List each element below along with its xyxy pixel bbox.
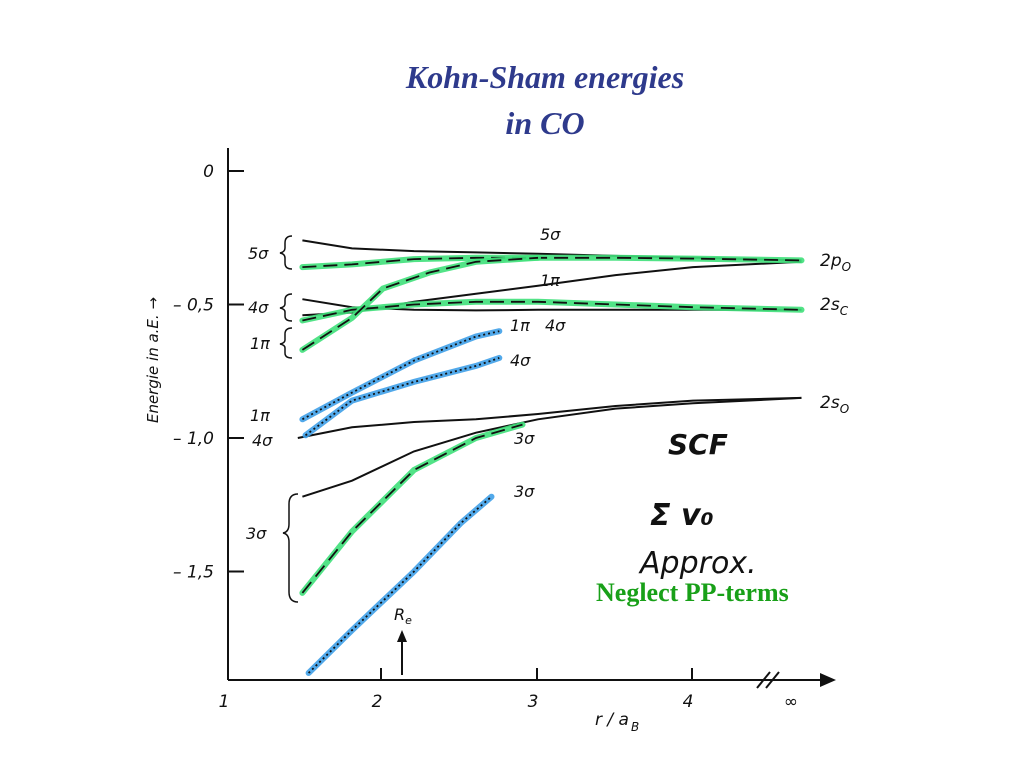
neglect-pp-terms-note: Neglect PP-terms [596,578,789,607]
left-orbital-label: 1π [250,406,270,425]
y-tick-label: – 0,5 [173,296,214,316]
brace-5s [279,235,293,270]
mid-orbital-label: 1π [540,271,560,290]
chart-title-line1: Kohn-Sham energies [405,59,685,95]
x-tick-label: 1 [219,692,230,712]
series-group [297,239,805,676]
y-axis-label: Energie in a.E. → [144,297,162,423]
y-ticks: 0 – 0,5 – 1,0 – 1,5 Energie in a.E. → [144,162,244,583]
x-tick-label: ∞ [784,692,798,712]
orbital-labels: 5σ 4σ 1π 1π 4σ 3σ 2pO 2sC 2sO 5σ 1π 1π 4σ 4σ 3σ 3σ SCF Σ … [246,225,851,581]
y-tick-label: – 1,0 [173,429,214,449]
legend-sum-v0: Σ v₀ [650,498,714,533]
right-orbital-label: 2pO [820,251,851,274]
re-arrow-head [397,630,407,642]
series-approx-line-8 [301,423,523,594]
series-sumv0-line-11 [307,496,493,674]
left-orbital-label: 3σ [246,524,267,543]
legend-scf: SCF [668,428,728,461]
mid-orbital-label: 3σ [514,482,535,501]
series-approx-band-8 [299,421,526,596]
y-tick-label: 0 [203,162,214,182]
legend-approx: Approx. [638,546,757,581]
left-orbital-label: 4σ [252,431,273,450]
re-marker: Re [394,605,412,675]
mid-orbital-label: 4σ [545,316,566,335]
series-sumv0-band-11 [305,493,495,676]
mid-orbital-label: 1π [510,316,530,335]
left-orbital-label: 1π [250,334,270,353]
series-sumv0-line-10 [304,357,500,437]
series-sumv0-line-9 [301,330,500,421]
brace-1p [279,327,293,359]
axis-break-1 [756,671,771,689]
x-axis-label: r / a [595,710,629,730]
re-label: Re [394,605,412,627]
mid-orbital-label: 4σ [510,351,531,370]
brace-4s [279,293,293,322]
y-tick-label: – 1,5 [173,563,214,583]
mid-orbital-label: 5σ [540,225,561,244]
brace-3s [282,493,299,603]
right-orbital-label: 2sO [820,393,849,416]
x-tick-label: 2 [372,692,383,712]
x-axis-label-sub: B [631,720,639,734]
x-axis-arrow [820,673,836,687]
series-scf-3 [297,396,802,439]
right-orbital-label: 2sC [820,295,849,318]
axis-break-2 [765,671,780,689]
series-sumv0-band-9 [299,328,503,423]
left-orbital-label: 5σ [248,244,269,263]
x-tick-label: 4 [683,692,694,712]
series-approx-line-6 [302,300,802,322]
mid-orbital-label: 3σ [514,429,535,448]
left-braces [279,235,299,603]
chart-title-line2: in CO [505,105,585,141]
axes [227,148,836,689]
left-orbital-label: 4σ [248,298,269,317]
x-tick-label: 3 [528,692,539,712]
series-approx-line-7 [301,256,539,351]
